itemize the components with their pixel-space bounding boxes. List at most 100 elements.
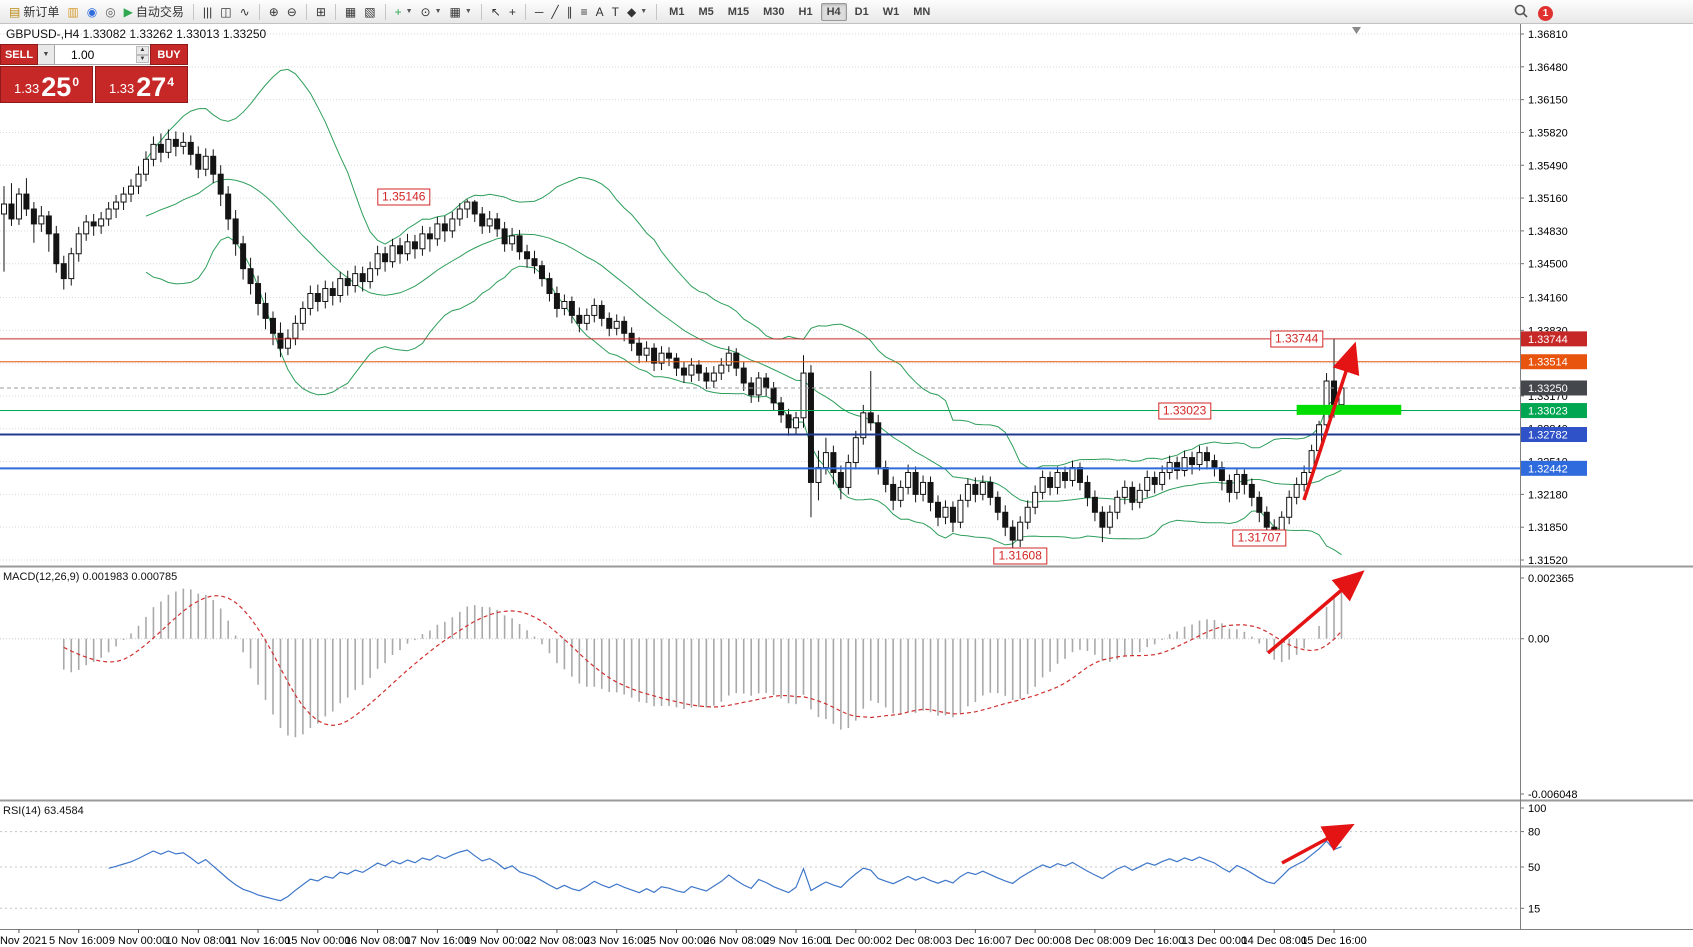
strategy-tester-button[interactable]: ◎: [101, 5, 119, 19]
price-tag[interactable]: [1521, 460, 1587, 476]
bar-chart-button[interactable]: |||: [199, 5, 216, 19]
candle-body: [882, 467, 889, 485]
candle-body: [875, 422, 882, 469]
toolbar-separator: [305, 3, 307, 20]
sell-price-big: 25: [41, 71, 72, 102]
candle-body: [434, 223, 441, 240]
price-tag[interactable]: [1521, 354, 1587, 370]
candle-body: [464, 201, 471, 210]
sell-button[interactable]: SELL: [0, 44, 38, 65]
search-icon[interactable]: [1514, 4, 1528, 23]
auto-trading-button[interactable]: ▶ 自动交易: [120, 2, 188, 21]
time-axis-label: 11 Nov 16:00: [226, 935, 291, 947]
data-window-button[interactable]: ▦: [341, 5, 360, 19]
chart-shift-marker[interactable]: [1352, 27, 1361, 34]
zoom-in-icon: ⊕: [268, 4, 279, 19]
text-tool-button[interactable]: A: [592, 5, 608, 19]
equidistant-channel-button[interactable]: ∥: [563, 5, 577, 19]
trendline-button[interactable]: ╱: [547, 5, 562, 19]
market-watch-button[interactable]: ◉: [83, 5, 101, 19]
trend-arrow[interactable]: [1302, 341, 1360, 501]
trend-arrow[interactable]: [1281, 823, 1355, 865]
sell-price-display[interactable]: 1.33 25 0: [0, 66, 93, 103]
rsi-indicator-label: RSI(14) 63.4584: [3, 805, 84, 817]
chart-settings-button[interactable]: ▦ ▼: [446, 5, 476, 19]
buy-button[interactable]: BUY: [150, 44, 188, 65]
timeframe-w1-button[interactable]: W1: [882, 5, 900, 18]
buy-price-display[interactable]: 1.33 27 4: [95, 66, 188, 103]
metaeditor-button[interactable]: ▥: [63, 5, 82, 19]
volume-preset-dropdown[interactable]: ▼: [38, 44, 55, 65]
line-chart-button[interactable]: ∿: [236, 5, 254, 19]
timeframe-m30-button[interactable]: M30: [763, 5, 785, 18]
notifications-badge[interactable]: 1: [1538, 6, 1553, 21]
time-axis-label: 16 Nov 08:00: [345, 935, 410, 947]
time-axis-label: 19 Nov 00:00: [464, 935, 529, 947]
price-tag[interactable]: [1521, 403, 1587, 419]
timeframe-mn-button[interactable]: MN: [913, 5, 931, 18]
candle-body: [1002, 511, 1009, 528]
timeframe-h1-button[interactable]: H1: [798, 5, 813, 18]
label-tool-button[interactable]: T: [608, 5, 623, 19]
volume-down-button[interactable]: ▼: [136, 54, 149, 63]
volume-up-button[interactable]: ▲: [136, 46, 149, 55]
new-order-button[interactable]: ▤ 新订单: [5, 2, 63, 21]
zoom-out-button[interactable]: ⊖: [283, 5, 301, 19]
candle-body: [658, 352, 665, 364]
price-callout[interactable]: 1.31707: [1232, 529, 1286, 547]
timeframe-m15-button[interactable]: M15: [727, 5, 750, 18]
timeframe-h4-button[interactable]: H4: [820, 2, 847, 21]
candle-body: [830, 452, 837, 473]
candlestick-chart-button[interactable]: ◫: [216, 5, 235, 19]
crosshair-button[interactable]: +: [505, 5, 520, 19]
horizontal-line-button[interactable]: ─: [531, 5, 548, 19]
price-callout[interactable]: 1.31608: [993, 547, 1047, 565]
cursor-button[interactable]: ↖: [487, 5, 505, 19]
periods-button[interactable]: ⊙ ▼: [417, 5, 446, 19]
tile-windows-button[interactable]: ⊞: [312, 5, 330, 19]
candle-body: [1047, 476, 1054, 488]
toolbar-separator: [334, 3, 336, 20]
candle-body: [949, 506, 956, 523]
candle-body: [1076, 467, 1083, 483]
zoom-in-button[interactable]: ⊕: [265, 5, 283, 19]
price-callout[interactable]: 1.35146: [377, 188, 431, 206]
candle-body: [770, 387, 777, 404]
candle-body: [1032, 491, 1039, 508]
price-callout[interactable]: 1.33744: [1269, 330, 1324, 348]
support-zone-rectangle[interactable]: [1296, 404, 1402, 415]
line-chart-icon: ∿: [239, 4, 250, 19]
candle-body: [38, 215, 45, 225]
horizontal-line-icon: ─: [534, 4, 544, 19]
volume-input[interactable]: [55, 46, 150, 63]
timeframe-m1-button[interactable]: M1: [669, 5, 685, 18]
timeframe-d1-button[interactable]: D1: [854, 5, 869, 18]
candle-body: [613, 320, 620, 329]
candle-body: [524, 251, 531, 260]
price-tag[interactable]: [1521, 331, 1587, 347]
candle-body: [1121, 486, 1128, 498]
candle-body: [337, 278, 344, 297]
candle-body: [531, 258, 538, 267]
price-axis-label: 1.36150: [1528, 95, 1568, 107]
objects-dropdown-button[interactable]: ◆ ▼: [623, 5, 651, 19]
candle-body: [606, 317, 613, 329]
fibonacci-button[interactable]: ≡: [577, 5, 592, 19]
add-indicator-button[interactable]: + ▼: [391, 5, 417, 19]
candle-body: [68, 253, 75, 280]
price-callout[interactable]: 1.33023: [1157, 402, 1212, 420]
chart-title: GBPUSD-,H4 1.33082 1.33262 1.33013 1.332…: [6, 27, 267, 41]
candle-body: [509, 235, 516, 245]
candle-body: [561, 300, 568, 309]
price-tag[interactable]: [1521, 427, 1587, 443]
object-list-button[interactable]: ▧: [360, 5, 379, 19]
price-axis-label: 1.31850: [1528, 522, 1568, 534]
trendline-icon: ╱: [551, 4, 559, 19]
price-tag[interactable]: [1521, 380, 1587, 396]
timeframe-m5-button[interactable]: M5: [698, 5, 714, 18]
trend-arrow[interactable]: [1266, 570, 1365, 655]
candle-body: [1024, 506, 1031, 523]
rsi-line: [108, 840, 1342, 902]
macd-axis-label: 0.00: [1528, 634, 1549, 646]
